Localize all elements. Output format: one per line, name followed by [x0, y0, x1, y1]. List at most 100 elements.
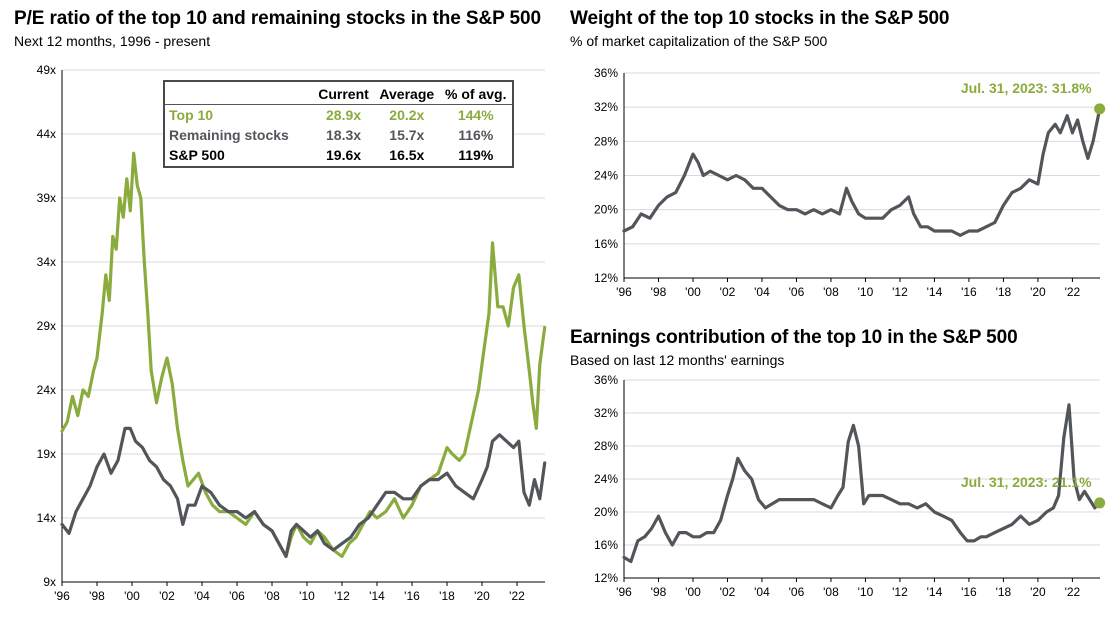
stats-average: 20.2x — [374, 104, 440, 125]
stats-label: Remaining stocks — [169, 127, 289, 143]
pe-x-tick-label: '06 — [229, 589, 245, 603]
weight-annotation-label: Jul. 31, 2023: 31.8% — [961, 80, 1092, 96]
earnings-x-tick-label: '00 — [685, 585, 701, 599]
stats-average: 15.7x — [389, 127, 425, 143]
weight-x-tick-label: '10 — [858, 285, 874, 299]
bottom-right-chart-subtitle: Based on last 12 months' earnings — [570, 352, 785, 368]
pe-x-tick-label: '02 — [159, 589, 175, 603]
earnings-x-tick-label: '14 — [927, 585, 943, 599]
stats-row-top10: Top 10 28.9x 20.2x 144% — [165, 104, 512, 125]
stats-pct: 144% — [439, 104, 512, 125]
stats-pct: 119% — [458, 147, 494, 163]
pe-y-tick-label: 44x — [37, 127, 56, 141]
stats-row-sp500: S&P 500 19.6x 16.5x 119% — [165, 145, 512, 165]
stats-header-row: Current Average % of avg. — [165, 84, 512, 105]
earnings-y-tick-label: 12% — [594, 571, 618, 585]
earnings-x-tick-label: '20 — [1030, 585, 1046, 599]
earnings-y-tick-label: 24% — [594, 472, 618, 486]
weight-chart: 36% 32% 28% 24% 20% 16% 12%'96 '98 '00 '02 '04 '06 '… — [594, 66, 1102, 299]
pe-x-tick-label: '04 — [194, 589, 210, 603]
earnings-x-tick-label: '96 — [616, 585, 632, 599]
pe-x-tick-label: '00 — [124, 589, 140, 603]
weight-x-tick-label: '02 — [720, 285, 736, 299]
stats-average: 16.5x — [389, 147, 425, 163]
earnings-x-tick-label: '98 — [651, 585, 667, 599]
stats-header-current: Current — [318, 86, 369, 102]
pe-y-tick-label: 34x — [37, 255, 56, 269]
weight-x-tick-label: '98 — [651, 285, 667, 299]
weight-y-tick-label: 16% — [594, 237, 618, 251]
pe-x-tick-label: '12 — [334, 589, 350, 603]
weight-x-tick-label: '04 — [754, 285, 770, 299]
weight-y-tick-label: 32% — [594, 100, 618, 114]
earnings-y-tick-label: 20% — [594, 505, 618, 519]
stats-pct: 116% — [458, 127, 494, 143]
pe-x-tick-label: '18 — [439, 589, 455, 603]
pe-x-tick-label: '22 — [509, 589, 525, 603]
stats-header-average: Average — [379, 86, 435, 102]
bottom-right-chart-title: Earnings contribution of the top 10 in t… — [570, 327, 1018, 348]
weight-x-tick-label: '00 — [685, 285, 701, 299]
pe-y-tick-label: 24x — [37, 383, 56, 397]
weight-x-tick-label: '14 — [927, 285, 943, 299]
stats-current: 19.6x — [326, 147, 362, 163]
pe-y-tick-label: 9x — [43, 575, 56, 589]
earnings-y-tick-label: 32% — [594, 406, 618, 420]
weight-y-tick-label: 20% — [594, 203, 618, 217]
pe-y-tick-label: 49x — [37, 63, 56, 77]
left-chart-subtitle: Next 12 months, 1996 - present — [14, 33, 211, 49]
earnings-x-tick-label: '10 — [858, 585, 874, 599]
pe-x-tick-label: '20 — [474, 589, 490, 603]
pe-x-tick-label: '16 — [404, 589, 420, 603]
weight-x-tick-label: '08 — [823, 285, 839, 299]
stats-label: Top 10 — [165, 104, 313, 125]
earnings-x-tick-label: '12 — [892, 585, 908, 599]
earnings-x-tick-label: '16 — [961, 585, 977, 599]
weight-x-tick-label: '06 — [789, 285, 805, 299]
weight-endpoint-marker — [1094, 103, 1106, 115]
weight-series-line-top-10-weight — [622, 107, 1102, 237]
earnings-x-tick-label: '02 — [720, 585, 736, 599]
weight-x-tick-label: '20 — [1030, 285, 1046, 299]
weight-x-tick-label: '22 — [1065, 285, 1081, 299]
earnings-x-tick-label: '06 — [789, 585, 805, 599]
stats-current: 28.9x — [313, 104, 375, 125]
pe-y-tick-label: 19x — [37, 447, 56, 461]
pe-x-tick-label: '96 — [54, 589, 70, 603]
stats-header-pct: % of avg. — [445, 86, 507, 102]
pe-series-line-remaining-stocks — [60, 426, 547, 558]
earnings-x-tick-label: '08 — [823, 585, 839, 599]
earnings-y-tick-label: 28% — [594, 439, 618, 453]
earnings-y-tick-label: 16% — [594, 538, 618, 552]
weight-y-tick-label: 28% — [594, 134, 618, 148]
pe-x-tick-label: '10 — [299, 589, 315, 603]
stats-current: 18.3x — [326, 127, 362, 143]
annotations: Jul. 31, 2023: 31.8% Jul. 31, 2023: 21.1% — [961, 80, 1106, 509]
earnings-series-line-top-10-earnings-contribution — [622, 403, 1102, 564]
pe-stats-table: Current Average % of avg. Top 10 28.9x 2… — [163, 80, 514, 168]
pe-y-tick-label: 14x — [37, 511, 56, 525]
pe-series-line-top-10 — [60, 151, 547, 558]
weight-y-tick-label: 12% — [594, 271, 618, 285]
weight-x-tick-label: '96 — [616, 285, 632, 299]
weight-x-tick-label: '18 — [996, 285, 1012, 299]
earnings-x-tick-label: '22 — [1065, 585, 1081, 599]
earnings-endpoint-marker — [1094, 497, 1106, 509]
pe-x-tick-label: '14 — [369, 589, 385, 603]
left-chart-title: P/E ratio of the top 10 and remaining st… — [14, 8, 541, 29]
stats-row-remaining: Remaining stocks 18.3x 15.7x 116% — [165, 125, 512, 145]
earnings-annotation-label: Jul. 31, 2023: 21.1% — [961, 474, 1092, 490]
pe-y-tick-label: 29x — [37, 319, 56, 333]
weight-x-tick-label: '12 — [892, 285, 908, 299]
earnings-y-tick-label: 36% — [594, 373, 618, 387]
earnings-x-tick-label: '04 — [754, 585, 770, 599]
earnings-x-tick-label: '18 — [996, 585, 1012, 599]
weight-x-tick-label: '16 — [961, 285, 977, 299]
top-right-chart-title: Weight of the top 10 stocks in the S&P 5… — [570, 8, 950, 29]
pe-x-tick-label: '08 — [264, 589, 280, 603]
weight-y-tick-label: 24% — [594, 169, 618, 183]
stats-label: S&P 500 — [169, 147, 225, 163]
pe-x-tick-label: '98 — [89, 589, 105, 603]
weight-y-tick-label: 36% — [594, 66, 618, 80]
